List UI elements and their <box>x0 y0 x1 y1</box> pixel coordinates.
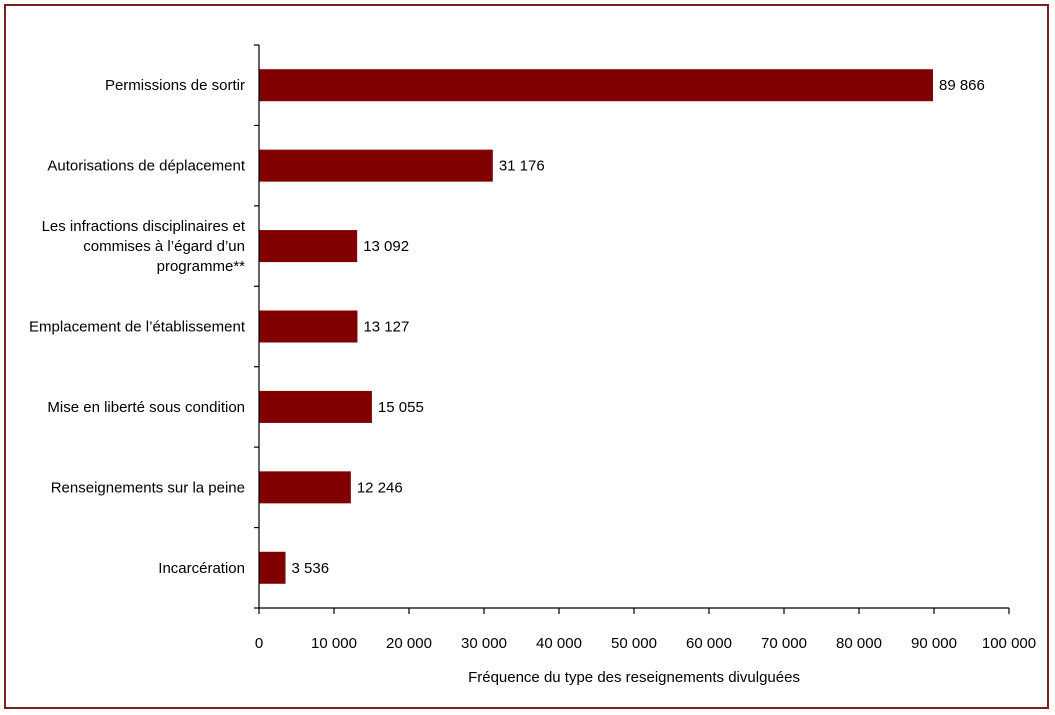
bar-6 <box>259 551 286 584</box>
category-label-5: Renseignements sur la peine <box>51 479 245 496</box>
axes-group <box>254 44 1010 614</box>
category-label-3: Emplacement de l’établissement <box>29 319 246 336</box>
bars-group <box>259 69 933 584</box>
x-tick-label-10: 100 000 <box>982 635 1036 652</box>
bar-3 <box>259 310 358 343</box>
category-label-1: Autorisations de déplacement <box>47 158 245 175</box>
x-tick-label-8: 80 000 <box>836 635 882 652</box>
x-tick-label-1: 10 000 <box>311 635 357 652</box>
labels-group: 89 866 Permissions de sortir 31 176 Autoris… <box>29 77 1036 652</box>
x-axis-title: Fréquence du type des reseignements divu… <box>468 669 800 686</box>
chart-frame <box>4 4 1049 709</box>
x-tick-label-2: 20 000 <box>386 635 432 652</box>
x-tick-label-4: 40 000 <box>536 635 582 652</box>
x-tick-label-6: 60 000 <box>686 635 732 652</box>
bar-5 <box>259 471 351 504</box>
x-tick-label-3: 30 000 <box>461 635 507 652</box>
data-label-5: 12 246 <box>357 479 403 496</box>
data-label-2: 13 092 <box>363 238 409 255</box>
x-tick-label-5: 50 000 <box>611 635 657 652</box>
x-tick-label-7: 70 000 <box>761 635 807 652</box>
category-label-4: Mise en liberté sous condition <box>47 399 245 416</box>
category-label-0: Permissions de sortir <box>105 77 245 94</box>
data-label-6: 3 536 <box>292 560 330 577</box>
x-tick-label-0: 0 <box>255 635 263 652</box>
x-tick-label-9: 90 000 <box>911 635 957 652</box>
data-label-4: 15 055 <box>378 399 424 416</box>
data-label-1: 31 176 <box>499 158 545 175</box>
bar-1 <box>259 149 493 182</box>
category-label-6: Incarcération <box>158 560 245 577</box>
data-label-0: 89 866 <box>939 77 985 94</box>
category-label-2: Les infractions disciplinaires et commise… <box>42 218 246 275</box>
bar-4 <box>259 390 372 423</box>
bar-2 <box>259 230 358 263</box>
data-label-3: 13 127 <box>363 319 409 336</box>
bar-0 <box>259 69 933 102</box>
